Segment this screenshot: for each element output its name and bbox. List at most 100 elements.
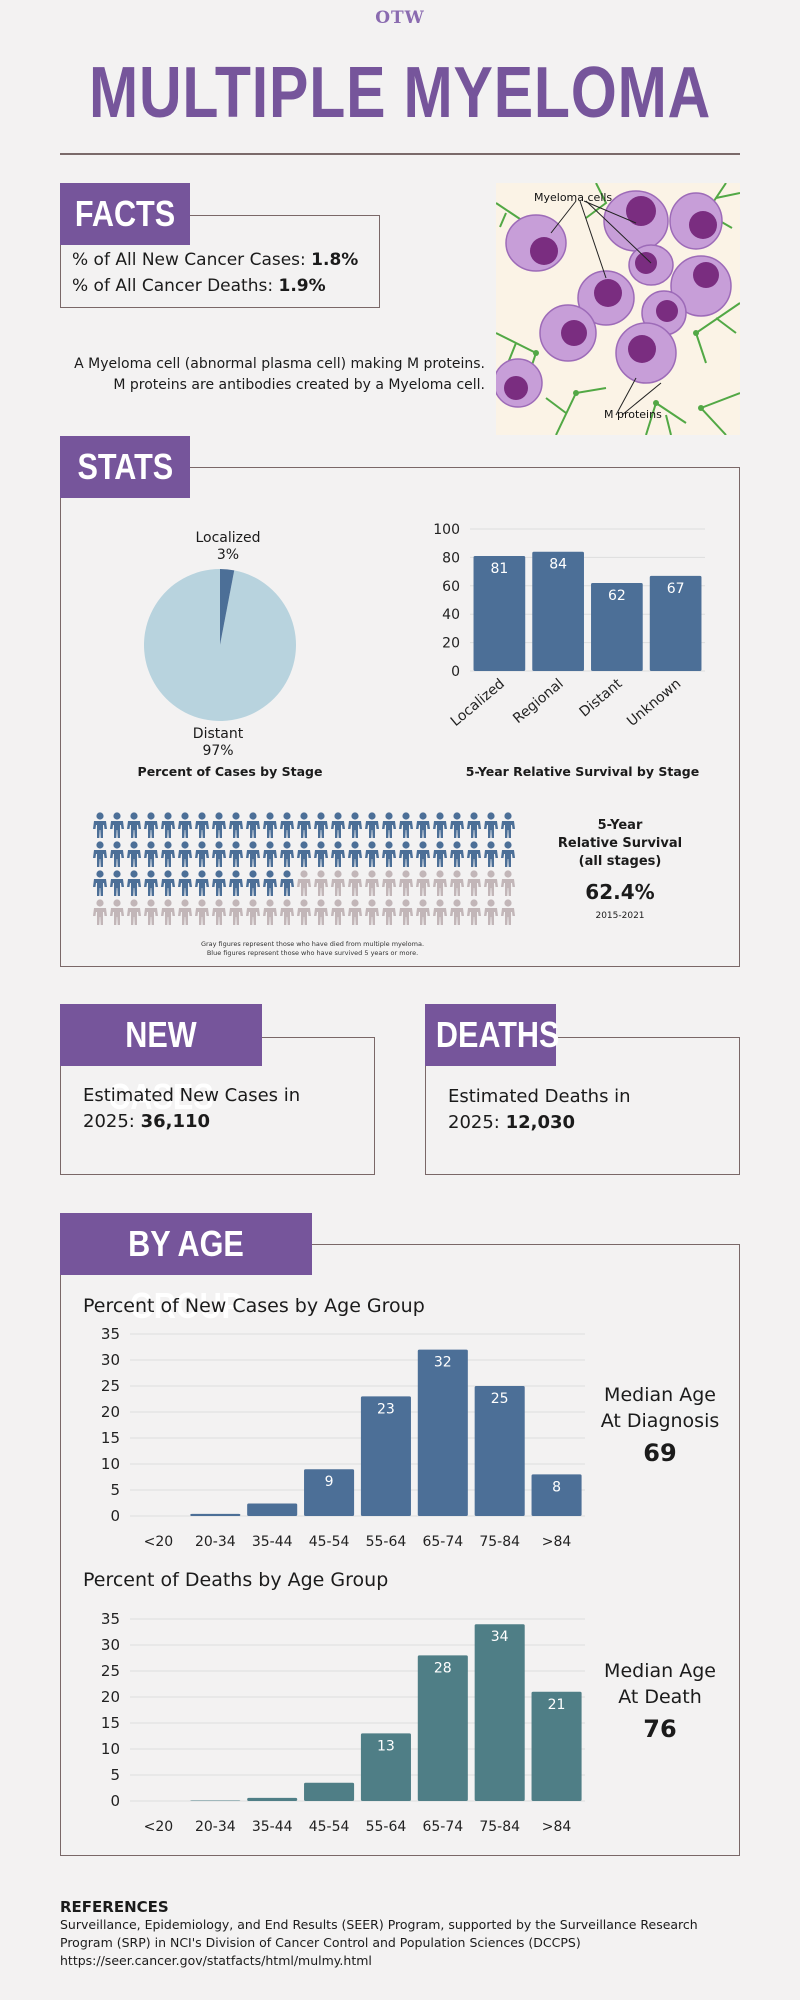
label-myeloma-cells: Myeloma cells <box>534 191 612 204</box>
deaths-value: 12,030 <box>505 1112 576 1133</box>
person-icon <box>161 899 175 925</box>
deaths-text: Estimated Deaths in 2025: 12,030 <box>448 1084 631 1136</box>
references-line2: Program (SRP) in NCI's Division of Cance… <box>60 1935 581 1950</box>
bar-distant <box>591 582 643 671</box>
y-tick-label: 20 <box>442 636 460 652</box>
person-icon <box>416 841 430 867</box>
deaths-line1: Estimated Deaths in <box>448 1086 631 1107</box>
bar-20-34 <box>190 1800 241 1801</box>
y-tick-label: 15 <box>101 1429 120 1447</box>
pie-distant-pct: 97% <box>202 743 234 759</box>
pictogram-title-3: (all stages) <box>578 854 662 869</box>
person-icon <box>399 841 413 867</box>
person-icon <box>416 899 430 925</box>
deaths-line2-prefix: 2025: <box>448 1112 506 1133</box>
person-icon <box>110 899 124 925</box>
pie-distant-label: Distant 97% <box>168 726 268 760</box>
pie-slice-localized <box>220 569 235 645</box>
bar-value-label: 8 <box>552 1479 561 1495</box>
person-icon <box>382 841 396 867</box>
new-cases-line2-prefix: 2025: <box>83 1111 141 1132</box>
y-tick-label: 0 <box>451 664 460 680</box>
facts-deaths-label: % of All Cancer Deaths: <box>72 276 279 296</box>
median-death-value: 76 <box>643 1715 677 1743</box>
person-icon <box>161 812 175 838</box>
bar-35-44 <box>247 1503 298 1516</box>
new-cases-tag: NEW CASES <box>60 1004 262 1117</box>
survival-by-stage-chart: 0 20 40 60 80 100 81 Localized 84 Regional 62 Dista… <box>433 522 705 730</box>
pie-localized-label: Localized 3% <box>178 530 278 564</box>
x-tick-label: 45-54 <box>309 1534 350 1550</box>
references-line1: Surveillance, Epidemiology, and End Resu… <box>60 1917 698 1932</box>
y-tick-label: 80 <box>442 550 460 566</box>
x-tick-label: Unknown <box>624 676 684 730</box>
bar-value-label: 62 <box>608 588 626 604</box>
person-icon <box>314 899 328 925</box>
median-diagnosis-line1: Median Age <box>604 1384 716 1406</box>
person-icon <box>110 870 124 896</box>
person-icon <box>365 899 379 925</box>
pictogram-note-line2: Blue figures represent those who have su… <box>206 949 419 957</box>
person-icon <box>178 841 192 867</box>
deaths-age-title: Percent of Deaths by Age Group <box>83 1569 389 1591</box>
person-icon <box>501 841 515 867</box>
bar-value-label: 9 <box>325 1474 334 1490</box>
x-tick-label: 20-34 <box>195 1819 236 1835</box>
stats-tag: STATS <box>60 436 190 498</box>
facts-caption: A Myeloma cell (abnormal plasma cell) ma… <box>55 354 485 396</box>
person-icon <box>348 812 362 838</box>
person-icon <box>93 870 107 896</box>
references-link[interactable]: https://seer.cancer.gov/statfacts/html/m… <box>60 1953 372 1968</box>
person-icon <box>229 841 243 867</box>
stats-box <box>60 467 740 967</box>
x-tick-label: 65-74 <box>422 1819 463 1835</box>
person-icon <box>450 841 464 867</box>
person-icon <box>127 812 141 838</box>
new-cases-tag-label: NEW CASES <box>108 1014 214 1117</box>
person-icon <box>314 812 328 838</box>
person-icon <box>467 899 481 925</box>
person-icon <box>501 899 515 925</box>
age-tag-label: BY AGE GROUP <box>128 1223 244 1326</box>
y-tick-label: 100 <box>433 522 460 538</box>
x-tick-label: 20-34 <box>195 1534 236 1550</box>
median-death-line1: Median Age <box>604 1660 716 1682</box>
person-icon <box>127 870 141 896</box>
y-tick-label: 5 <box>110 1766 120 1784</box>
cases-by-age-chart: 0 5 10 15 20 25 30 35 <20 20-34 35-44 9 45-54 23 55-64… <box>101 1325 585 1550</box>
person-icon <box>314 870 328 896</box>
y-tick-label: 35 <box>101 1610 120 1628</box>
person-icon <box>399 812 413 838</box>
pie-caption: Percent of Cases by Stage <box>137 764 323 779</box>
person-icon <box>484 899 498 925</box>
person-icon <box>127 899 141 925</box>
facts-caption-line2: M proteins are antibodies created by a M… <box>113 377 485 393</box>
pictogram-title-2: Relative Survival <box>557 836 683 851</box>
x-tick-label: <20 <box>144 1534 174 1550</box>
bar--84 <box>531 1474 582 1516</box>
person-icon <box>450 899 464 925</box>
new-cases-line2: 2025: 36,110 <box>83 1109 300 1135</box>
age-tag: BY AGE GROUP <box>60 1213 312 1326</box>
person-icon <box>263 899 277 925</box>
person-icon <box>433 899 447 925</box>
x-tick-label: >84 <box>542 1534 572 1550</box>
person-icon <box>450 812 464 838</box>
person-icon <box>416 812 430 838</box>
y-tick-label: 25 <box>101 1662 120 1680</box>
person-icon <box>365 870 379 896</box>
median-diagnosis: Median Age At Diagnosis 69 <box>590 1382 730 1466</box>
person-icon <box>246 870 260 896</box>
bar-value-label: 34 <box>491 1629 509 1645</box>
bar-35-44 <box>247 1797 298 1801</box>
deaths-tag: DEATHS <box>425 1004 559 1066</box>
facts-new-cases: % of All New Cancer Cases: 1.8% <box>72 250 358 270</box>
pictogram-value: 62.4% <box>585 880 655 904</box>
bar-20-34 <box>190 1513 241 1516</box>
person-icon <box>127 841 141 867</box>
new-cases-line1: Estimated New Cases in <box>83 1085 301 1106</box>
person-icon <box>195 841 209 867</box>
facts-tag-label: FACTS <box>74 193 176 234</box>
person-icon <box>484 841 498 867</box>
person-icon <box>144 870 158 896</box>
